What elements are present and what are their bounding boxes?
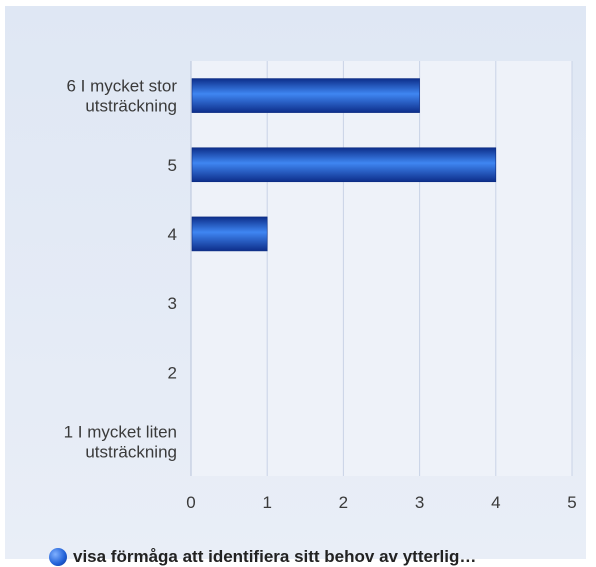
x-tick-label: 4: [491, 493, 500, 512]
x-tick-label: 2: [339, 493, 348, 512]
plot-background: [191, 61, 572, 476]
legend: visa förmåga att identifiera sitt behov …: [49, 547, 476, 567]
category-label: 4: [168, 225, 177, 244]
bar: [191, 78, 420, 113]
category-label: 6 I mycket stor utsträckning: [66, 77, 177, 116]
legend-label: visa förmåga att identifiera sitt behov …: [73, 547, 477, 566]
bar: [191, 147, 497, 183]
chart-background: 0 1 2 3 4 5 6 I mycket stor utsträckning 5 4 3 2 1 I…: [5, 6, 586, 566]
category-label: 3: [168, 294, 177, 313]
x-tick-label: 0: [186, 493, 195, 512]
category-label: 1 I mycket liten utsträckning: [64, 422, 177, 461]
legend-swatch-icon: [49, 548, 67, 566]
x-tick-label: 5: [567, 493, 576, 512]
x-tick-label: 3: [415, 493, 424, 512]
category-label: 2: [168, 363, 177, 382]
plot-area: 0 1 2 3 4 5 6 I mycket stor utsträckning 5 4 3 2 1 I…: [64, 61, 577, 512]
bar-chart: 0 1 2 3 4 5 6 I mycket stor utsträckning 5 4 3 2 1 I…: [64, 61, 577, 512]
x-tick-label: 1: [262, 493, 271, 512]
category-label: 5: [168, 156, 177, 175]
bar: [191, 216, 268, 252]
